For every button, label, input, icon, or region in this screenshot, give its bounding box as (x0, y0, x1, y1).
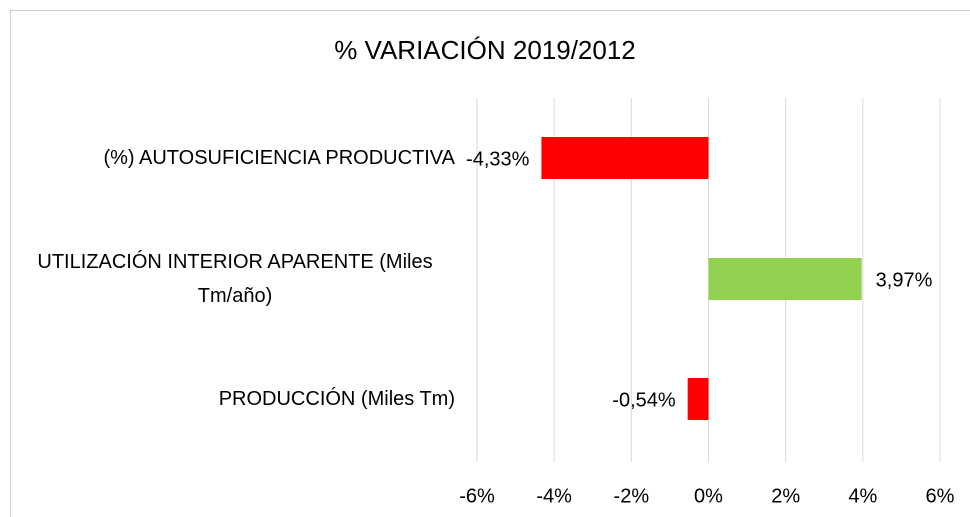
chart-border (10, 10, 970, 517)
x-tick-label: 6% (926, 485, 955, 507)
x-tick-label: 0% (694, 485, 723, 507)
chart-title: % VARIACIÓN 2019/2012 (334, 35, 636, 65)
x-tick-label: -4% (536, 485, 572, 507)
x-tick-label: -6% (459, 485, 495, 507)
value-label: -4,33% (466, 148, 530, 170)
bar (708, 258, 862, 300)
bar (541, 137, 709, 179)
category-label: (%) AUTOSUFICIENCIA PRODUCTIVA (103, 147, 455, 169)
value-label: 3,97% (876, 269, 933, 291)
value-label: -0,54% (612, 389, 676, 411)
category-label: UTILIZACIÓN INTERIOR APARENTE (Miles Tm/… (37, 251, 433, 307)
x-tick-label: 2% (771, 485, 800, 507)
x-tick-label: 4% (848, 485, 877, 507)
bar (687, 378, 709, 420)
x-tick-label: -2% (614, 485, 650, 507)
category-label: PRODUCCIÓN (Miles Tm) (218, 388, 455, 410)
